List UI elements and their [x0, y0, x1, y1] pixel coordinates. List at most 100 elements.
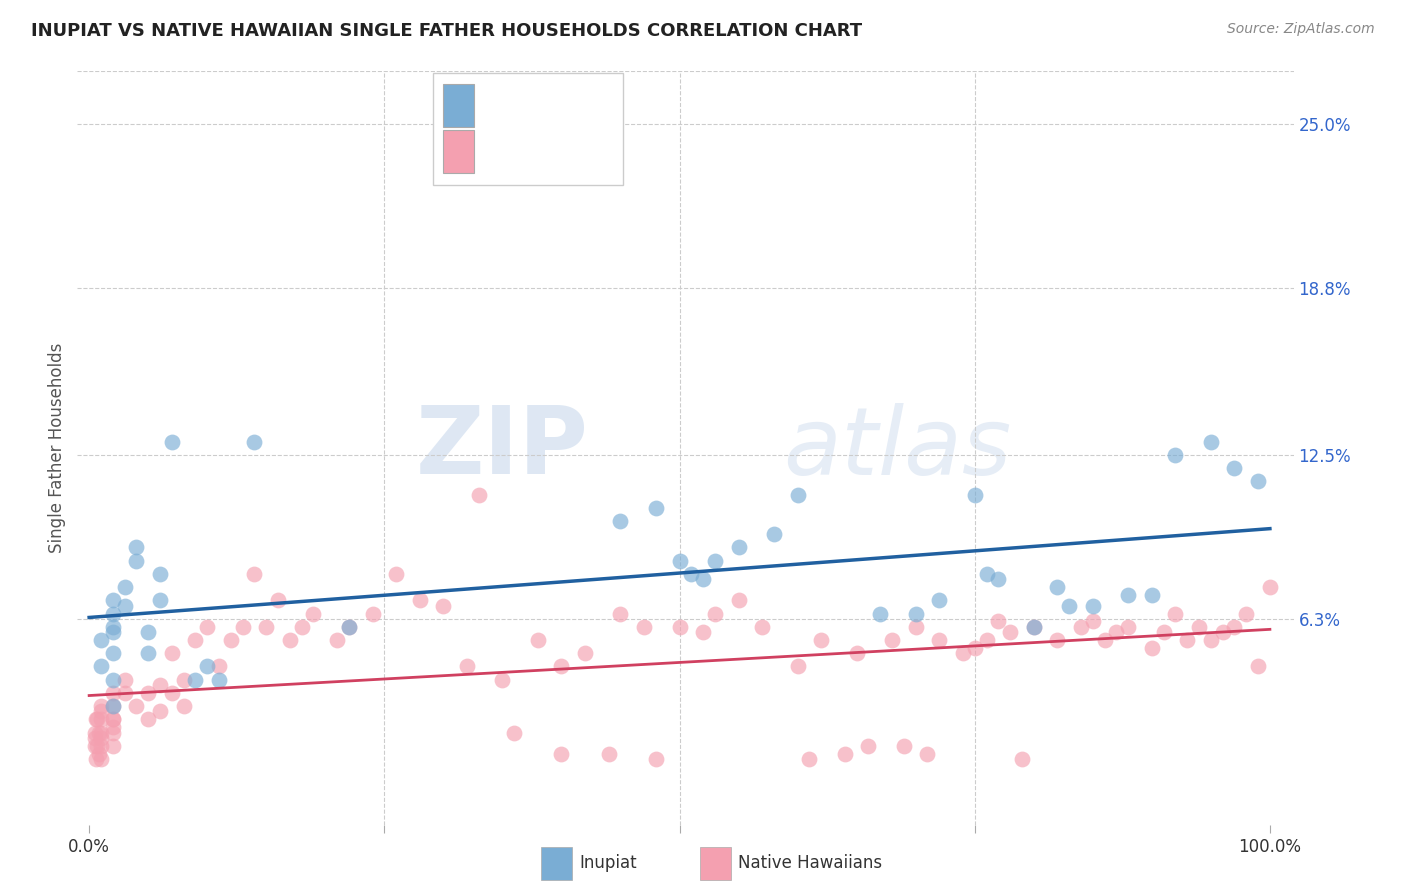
Point — [208, 659, 231, 673]
Point — [550, 659, 572, 673]
Point — [101, 686, 124, 700]
Point — [1140, 588, 1163, 602]
Point — [727, 593, 749, 607]
Point — [468, 487, 491, 501]
Point — [503, 725, 526, 739]
Point — [1247, 659, 1270, 673]
Point — [880, 632, 903, 647]
Point — [385, 566, 408, 581]
Text: 104: 104 — [581, 143, 619, 161]
Point — [1116, 620, 1139, 634]
Point — [762, 527, 785, 541]
Point — [998, 625, 1021, 640]
Point — [101, 607, 124, 621]
Text: Source: ZipAtlas.com: Source: ZipAtlas.com — [1227, 22, 1375, 37]
Point — [1105, 625, 1128, 640]
Point — [1164, 607, 1187, 621]
Point — [302, 607, 325, 621]
Point — [527, 632, 550, 647]
Point — [1247, 475, 1270, 489]
Point — [101, 620, 124, 634]
Point — [1022, 620, 1045, 634]
Point — [786, 487, 808, 501]
Point — [727, 541, 749, 555]
Point — [799, 752, 821, 766]
Point — [645, 752, 668, 766]
Text: R =: R = — [481, 143, 517, 161]
Point — [1022, 620, 1045, 634]
Point — [101, 699, 124, 714]
Point — [574, 646, 596, 660]
Point — [963, 487, 986, 501]
Point — [90, 731, 112, 745]
Point — [136, 686, 159, 700]
Point — [84, 731, 107, 745]
Point — [195, 659, 218, 673]
Point — [337, 620, 360, 634]
Point — [1199, 632, 1222, 647]
Point — [692, 625, 714, 640]
Point — [160, 686, 183, 700]
Point — [160, 434, 183, 449]
Point — [208, 673, 231, 687]
Point — [1164, 448, 1187, 462]
Point — [845, 646, 868, 660]
Text: Inupiat: Inupiat — [579, 855, 637, 872]
Point — [928, 632, 950, 647]
Point — [681, 566, 703, 581]
Point — [1070, 620, 1092, 634]
Point — [87, 725, 110, 739]
Text: Native Hawaiians: Native Hawaiians — [738, 855, 883, 872]
Point — [149, 705, 172, 719]
Point — [703, 607, 725, 621]
Point — [184, 632, 207, 647]
Point — [1258, 580, 1281, 594]
Point — [1223, 461, 1246, 475]
Point — [184, 673, 207, 687]
Point — [136, 712, 159, 726]
Text: N =: N = — [546, 96, 593, 114]
Point — [101, 593, 124, 607]
Point — [90, 659, 112, 673]
Point — [90, 725, 112, 739]
Y-axis label: Single Father Households: Single Father Households — [48, 343, 66, 553]
Point — [101, 712, 124, 726]
Point — [1140, 640, 1163, 655]
Point — [101, 720, 124, 734]
Point — [668, 554, 690, 568]
Text: 0.561: 0.561 — [506, 96, 554, 114]
Point — [101, 739, 124, 753]
Text: 0.195: 0.195 — [506, 143, 554, 161]
Point — [101, 725, 124, 739]
Point — [904, 607, 927, 621]
Point — [1116, 588, 1139, 602]
Point — [645, 500, 668, 515]
Point — [976, 566, 998, 581]
Point — [987, 572, 1010, 586]
Point — [1234, 607, 1257, 621]
Point — [90, 632, 112, 647]
Point — [160, 646, 183, 660]
Point — [90, 752, 112, 766]
Point — [90, 699, 112, 714]
Point — [87, 747, 110, 761]
Point — [1223, 620, 1246, 634]
Text: N =: N = — [546, 143, 593, 161]
Point — [86, 739, 108, 753]
Point — [101, 625, 124, 640]
Point — [904, 620, 927, 634]
Point — [278, 632, 301, 647]
Point — [326, 632, 349, 647]
Point — [1094, 632, 1116, 647]
Point — [609, 607, 631, 621]
Point — [692, 572, 714, 586]
Point — [149, 678, 172, 692]
Point — [337, 620, 360, 634]
Point — [254, 620, 277, 634]
Point — [1199, 434, 1222, 449]
Point — [125, 699, 148, 714]
Point — [609, 514, 631, 528]
Point — [149, 593, 172, 607]
Text: INUPIAT VS NATIVE HAWAIIAN SINGLE FATHER HOUSEHOLDS CORRELATION CHART: INUPIAT VS NATIVE HAWAIIAN SINGLE FATHER… — [31, 22, 862, 40]
Point — [987, 615, 1010, 629]
